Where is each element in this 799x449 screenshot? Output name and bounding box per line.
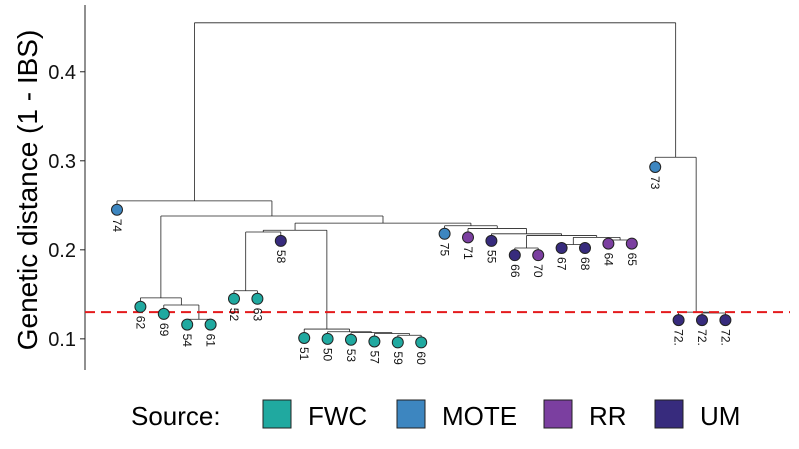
- leaf-label: 61: [204, 334, 218, 348]
- leaf-point: [274, 234, 287, 247]
- leaf-label: 66: [508, 264, 522, 278]
- legend-label: FWC: [308, 401, 367, 431]
- leaf-point: [555, 242, 568, 255]
- leaf-label: 75: [438, 243, 452, 257]
- legend-swatch: [543, 399, 573, 429]
- leaf-label: 73: [648, 176, 662, 190]
- leaf-label: 52: [227, 308, 241, 322]
- leaf-point: [579, 242, 591, 255]
- leaf-point: [719, 314, 732, 327]
- leaf-point: [625, 237, 638, 250]
- leaf-point: [204, 318, 217, 331]
- leaf-point: [368, 335, 381, 348]
- y-tick-label: 0.1: [48, 329, 76, 351]
- leaf-label: 70: [531, 264, 545, 278]
- leaf-label: 65: [625, 253, 639, 267]
- leaf-label: 63: [250, 308, 264, 322]
- leaf-point: [485, 234, 498, 247]
- dendrogram-leaves: 74 62 69 54 61 52 63 58 51 50 53 57 59 60 75 71 55 66 70 67…: [110, 161, 732, 365]
- leaf-label: 69: [157, 323, 171, 337]
- leaf-label: 59: [391, 351, 405, 365]
- leaf-label: 64: [601, 253, 615, 267]
- leaf-point: [321, 332, 334, 345]
- leaf-label: 60: [414, 351, 428, 365]
- leaf-point: [181, 318, 194, 331]
- leaf-point: [508, 249, 521, 262]
- leaf-point: [391, 336, 404, 349]
- leaf-label: 54: [180, 334, 194, 348]
- legend-swatch: [396, 399, 426, 429]
- leaf-point: [532, 249, 545, 262]
- leaf-label: 55: [484, 250, 498, 264]
- leaf-point: [298, 331, 311, 344]
- leaf-point: [415, 336, 428, 349]
- y-tick-label: 0.4: [48, 62, 76, 84]
- legend-label: RR: [589, 401, 627, 431]
- y-tick-label: 0.3: [48, 151, 76, 173]
- legend-title: Source:: [131, 401, 221, 431]
- leaf-point: [602, 237, 615, 250]
- leaf-label: 50: [321, 348, 335, 362]
- legend: Source: FWC MOTE RR UM: [131, 399, 740, 431]
- leaf-label: 68: [578, 257, 592, 271]
- leaf-point: [672, 314, 685, 327]
- leaf-label: 72.: [718, 329, 732, 346]
- leaf-label: 58: [274, 250, 288, 264]
- leaf-point: [157, 307, 170, 320]
- leaf-label: 72.: [695, 329, 709, 346]
- legend-label: UM: [700, 401, 740, 431]
- dendrogram-branches: [116, 22, 726, 343]
- leaf-label: 53: [344, 349, 358, 363]
- leaf-point: [134, 300, 147, 313]
- leaf-label: 51: [297, 347, 311, 361]
- leaf-label: 62: [133, 316, 147, 330]
- y-axis-title: Genetic distance (1 - IBS): [12, 30, 43, 351]
- leaf-point: [696, 314, 708, 327]
- leaf-point: [438, 227, 451, 240]
- legend-label: MOTE: [442, 401, 517, 431]
- leaf-label: 74: [110, 219, 124, 233]
- leaf-label: 57: [367, 351, 381, 365]
- y-axis: 0.1 0.2 0.3 0.4: [48, 5, 86, 370]
- leaf-label: 67: [555, 257, 569, 271]
- leaf-point: [228, 292, 240, 305]
- legend-swatch: [262, 399, 292, 429]
- y-tick-label: 0.2: [48, 240, 76, 262]
- legend-swatch: [654, 399, 684, 429]
- leaf-point: [462, 231, 474, 244]
- leaf-point: [345, 333, 357, 346]
- leaf-label: 71: [461, 246, 475, 260]
- leaf-point: [251, 292, 264, 305]
- leaf-label: 72.: [672, 329, 686, 346]
- leaf-point: [111, 203, 123, 216]
- leaf-point: [649, 161, 662, 174]
